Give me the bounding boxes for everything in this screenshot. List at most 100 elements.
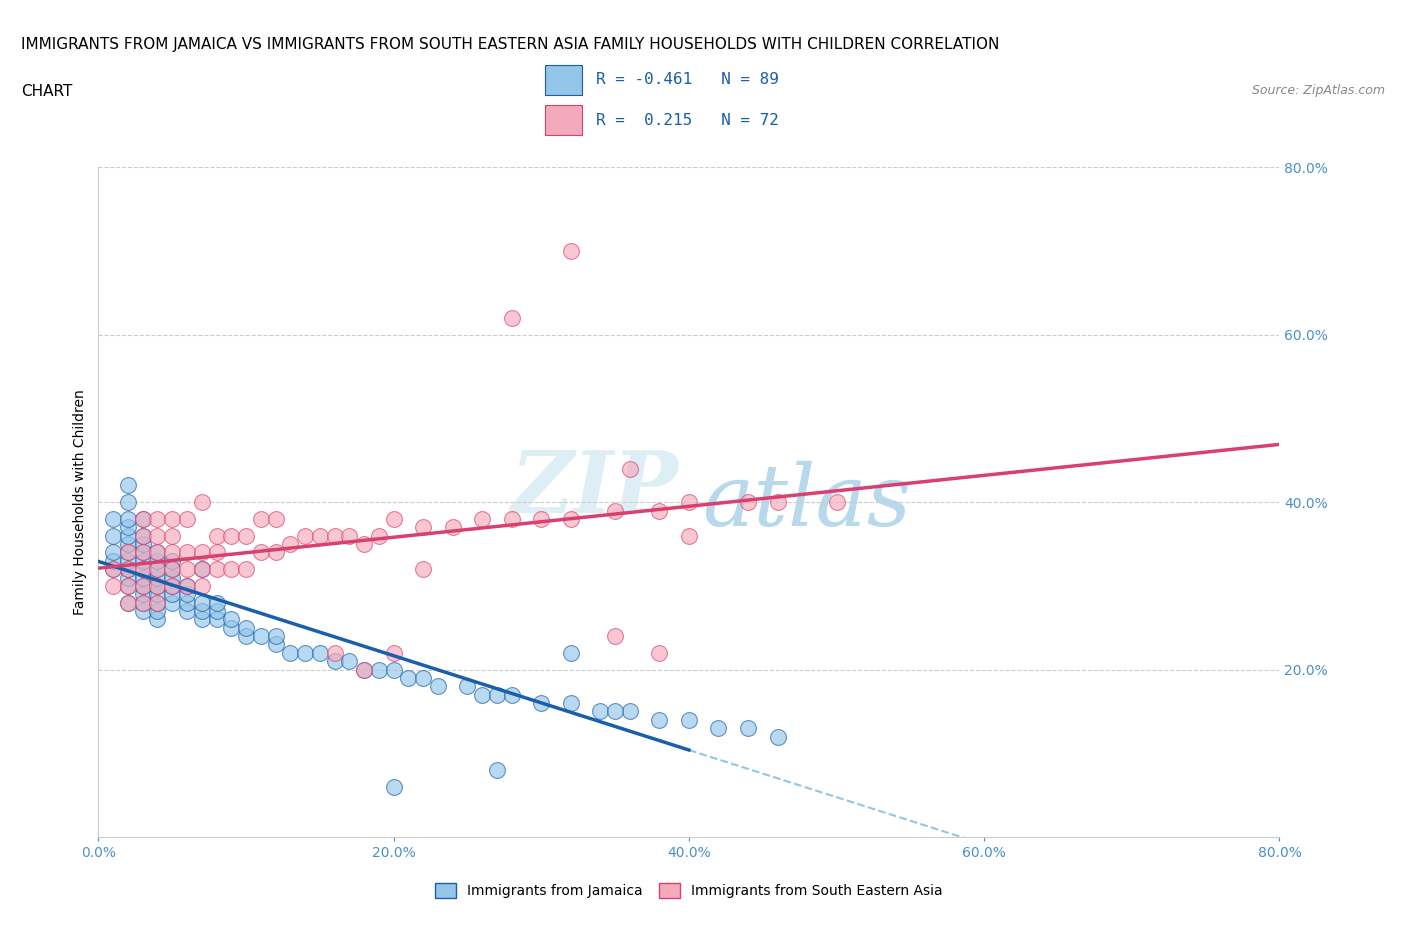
Point (412, 520, 434, 535)
Point (396, 671, 419, 685)
Point (191, 562, 214, 577)
Point (294, 528, 316, 543)
Point (146, 562, 169, 577)
Point (146, 562, 169, 577)
Point (560, 696, 582, 711)
Point (146, 604, 169, 618)
Point (501, 687, 523, 702)
Point (382, 645, 405, 660)
Point (117, 578, 139, 593)
Point (605, 629, 627, 644)
Point (191, 604, 214, 618)
Point (235, 528, 257, 543)
Point (309, 528, 332, 543)
Point (132, 512, 155, 526)
Point (191, 545, 214, 560)
Point (146, 578, 169, 593)
Point (337, 654, 360, 669)
Point (191, 562, 214, 577)
Point (162, 545, 183, 560)
Point (766, 729, 789, 744)
Point (219, 528, 242, 543)
Point (162, 578, 183, 593)
Point (353, 662, 375, 677)
Point (132, 528, 155, 543)
Point (648, 645, 671, 660)
Point (132, 562, 155, 577)
Point (678, 528, 700, 543)
Point (132, 595, 155, 610)
Point (191, 495, 214, 510)
Point (162, 570, 183, 585)
Point (146, 595, 169, 610)
Point (103, 562, 125, 577)
Point (619, 461, 641, 476)
Point (471, 512, 494, 526)
Point (176, 578, 198, 593)
Point (382, 662, 405, 677)
Point (501, 512, 523, 526)
Point (264, 545, 287, 560)
Point (117, 528, 139, 543)
Point (132, 512, 155, 526)
Point (737, 495, 759, 510)
Point (132, 545, 155, 560)
Point (412, 671, 434, 685)
Point (323, 654, 346, 669)
Point (825, 495, 848, 510)
Point (337, 528, 360, 543)
Point (103, 578, 125, 593)
Point (250, 629, 273, 644)
Point (103, 512, 125, 526)
Point (176, 545, 198, 560)
Point (146, 587, 169, 602)
Point (176, 595, 198, 610)
Point (648, 503, 671, 518)
Point (191, 578, 214, 593)
Point (103, 553, 125, 568)
Point (132, 604, 155, 618)
Point (486, 763, 509, 777)
Point (560, 512, 582, 526)
Point (619, 704, 641, 719)
Point (146, 612, 169, 627)
Point (103, 528, 125, 543)
Point (132, 578, 155, 593)
Point (162, 512, 183, 526)
Point (162, 562, 183, 577)
Point (353, 537, 375, 551)
Point (205, 604, 228, 618)
Text: CHART: CHART (21, 84, 73, 99)
Point (678, 712, 700, 727)
Point (176, 512, 198, 526)
Point (353, 662, 375, 677)
Point (589, 704, 612, 719)
Point (117, 562, 139, 577)
Bar (546, 105, 582, 136)
Point (278, 645, 302, 660)
Point (132, 528, 155, 543)
Point (117, 545, 139, 560)
Point (132, 578, 155, 593)
Point (219, 620, 242, 635)
Point (382, 779, 405, 794)
Text: Source: ZipAtlas.com: Source: ZipAtlas.com (1251, 84, 1385, 97)
Text: R = -0.461   N = 89: R = -0.461 N = 89 (596, 73, 779, 87)
Text: IMMIGRANTS FROM JAMAICA VS IMMIGRANTS FROM SOUTH EASTERN ASIA FAMILY HOUSEHOLDS : IMMIGRANTS FROM JAMAICA VS IMMIGRANTS FR… (21, 37, 1000, 52)
Point (176, 587, 198, 602)
Point (605, 503, 627, 518)
Point (678, 495, 700, 510)
Point (501, 311, 523, 325)
Point (530, 512, 553, 526)
Point (368, 662, 391, 677)
Point (205, 612, 228, 627)
Point (117, 512, 139, 526)
Point (205, 528, 228, 543)
Point (294, 645, 316, 660)
Point (250, 545, 273, 560)
Point (456, 679, 478, 694)
Point (427, 679, 450, 694)
Point (191, 612, 214, 627)
Point (132, 553, 155, 568)
Point (264, 512, 287, 526)
